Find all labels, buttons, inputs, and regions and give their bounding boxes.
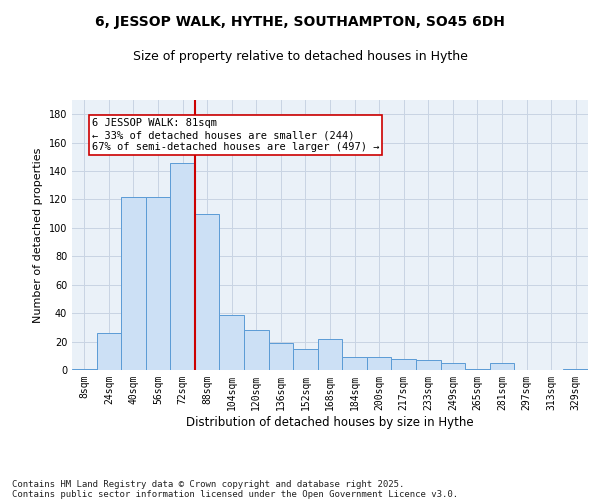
Bar <box>121 196 146 370</box>
Y-axis label: Number of detached properties: Number of detached properties <box>33 148 43 322</box>
Text: 6, JESSOP WALK, HYTHE, SOUTHAMPTON, SO45 6DH: 6, JESSOP WALK, HYTHE, SOUTHAMPTON, SO45… <box>95 15 505 29</box>
Bar <box>367 357 391 370</box>
Bar <box>465 368 490 370</box>
Text: 6 JESSOP WALK: 81sqm
← 33% of detached houses are smaller (244)
67% of semi-deta: 6 JESSOP WALK: 81sqm ← 33% of detached h… <box>92 118 379 152</box>
Bar <box>416 360 440 370</box>
Bar <box>440 363 465 370</box>
Bar <box>391 358 416 370</box>
Bar <box>146 196 170 370</box>
Bar <box>490 363 514 370</box>
X-axis label: Distribution of detached houses by size in Hythe: Distribution of detached houses by size … <box>186 416 474 428</box>
Bar <box>220 314 244 370</box>
Bar <box>318 338 342 370</box>
Bar <box>342 357 367 370</box>
Text: Size of property relative to detached houses in Hythe: Size of property relative to detached ho… <box>133 50 467 63</box>
Bar <box>269 343 293 370</box>
Text: Contains HM Land Registry data © Crown copyright and database right 2025.
Contai: Contains HM Land Registry data © Crown c… <box>12 480 458 499</box>
Bar <box>170 162 195 370</box>
Bar <box>293 348 318 370</box>
Bar <box>72 368 97 370</box>
Bar <box>244 330 269 370</box>
Bar <box>195 214 220 370</box>
Bar <box>97 333 121 370</box>
Bar <box>563 368 588 370</box>
